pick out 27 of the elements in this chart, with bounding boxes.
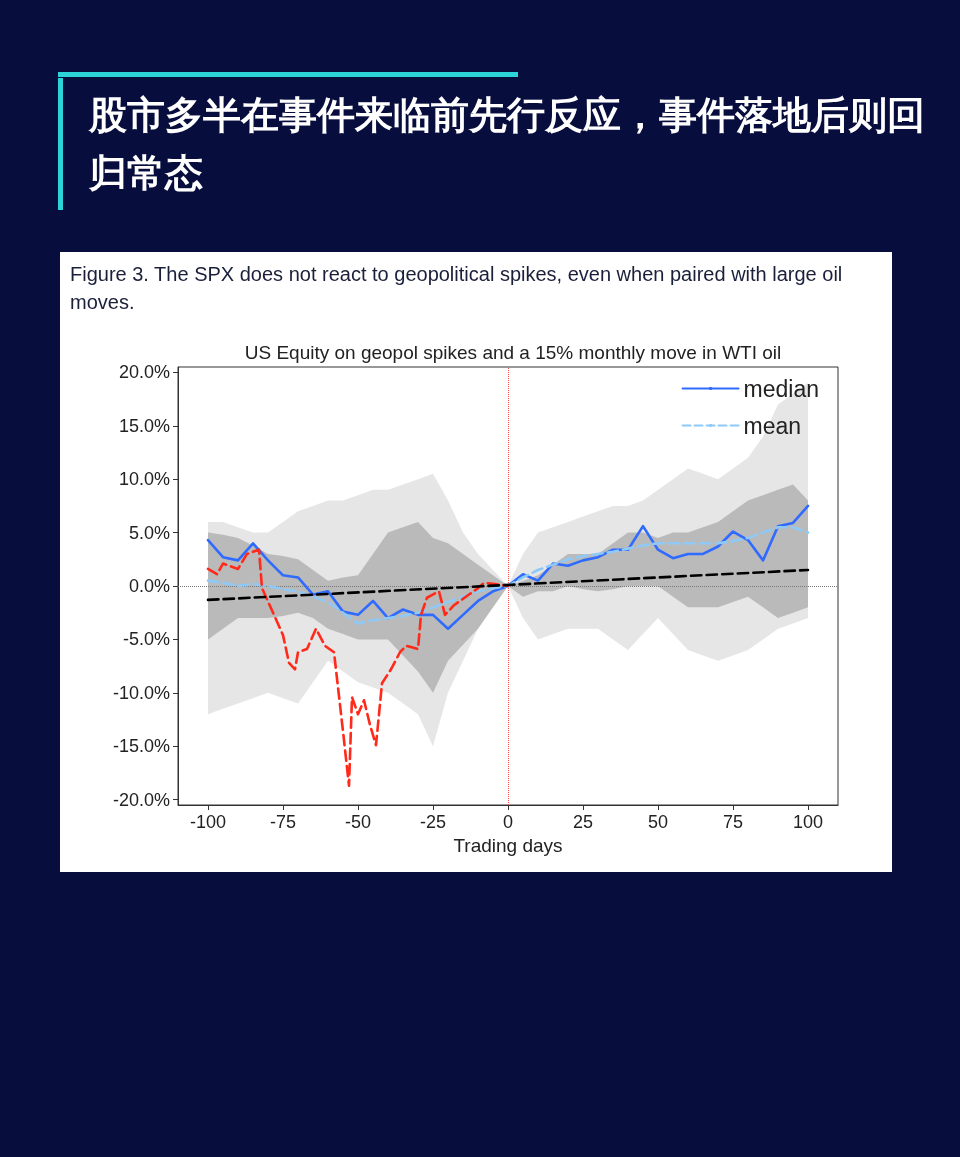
x-tick-label: 25 [572,812,594,832]
x-tick-label: -50 [344,812,372,832]
y-tick-label: -20.0% [112,789,170,810]
legend-label: median [743,375,819,402]
line-series [206,504,810,631]
x-tick-label: -100 [189,812,227,832]
line-series [206,525,810,625]
y-tick-label: 10.0% [118,469,170,490]
text: US Equity on geopol spikes and a 15% monthly move in WTI oil [244,342,782,363]
x-axis-title: Trading days [453,834,563,856]
y-tick-label: -15.0% [112,736,170,757]
y-tick-label: 15.0% [118,415,170,436]
x-tick-label: -75 [269,812,297,832]
x-tick-label: 100 [792,812,824,832]
y-tick-label: -10.0% [112,682,170,703]
x-tick-label: 0 [502,812,514,832]
chart-title: 股市多半在事件来临前先行反应，事件落地后则回归常态 [58,78,949,210]
legend-label: mean [743,412,802,439]
y-tick-label: -5.0% [122,629,170,650]
chart-subtitle: Figure 3. The SPX does not react to geopolitical spikes, even when paired with large oil moves. [70,262,844,315]
y-tick-label: 0.0% [128,576,170,596]
y-tick-label: 5.0% [128,522,170,543]
y-tick-label: 20.0% [118,362,170,383]
x-tick-label: 50 [647,812,669,832]
line-series [206,548,510,788]
x-tick-label: -25 [419,812,447,832]
x-tick-label: 75 [722,812,744,832]
